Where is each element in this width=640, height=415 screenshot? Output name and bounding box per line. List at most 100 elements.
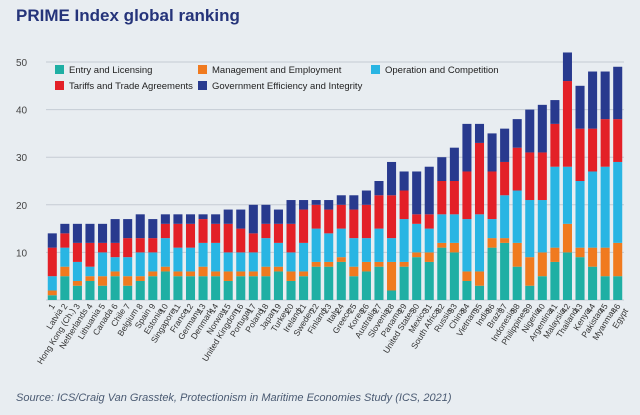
bar-segment-27-0 — [374, 266, 384, 300]
bar-segment-11-3 — [173, 223, 183, 248]
bar-segment-24-4 — [336, 195, 346, 205]
bar-segment-28-0 — [387, 290, 397, 300]
bar-segment-13-0 — [198, 276, 208, 300]
bar-segment-23-3 — [324, 209, 334, 234]
bar-segment-34-2 — [462, 219, 472, 272]
bar-segment-30-1 — [412, 252, 422, 258]
bar-segment-18-3 — [261, 223, 271, 239]
bar-segment-19-1 — [273, 266, 283, 272]
bar-segment-6-2 — [110, 257, 120, 272]
bar-segment-38-0 — [512, 266, 522, 300]
bar-segment-23-4 — [324, 200, 334, 210]
bar-segment-3-2 — [72, 261, 82, 281]
bar-segment-15-1 — [223, 271, 233, 281]
bar-segment-20-3 — [286, 223, 296, 253]
bar-segment-34-0 — [462, 280, 472, 300]
bar-segment-11-0 — [173, 276, 183, 300]
bar-segment-36-3 — [487, 171, 497, 220]
bar-segment-22-1 — [311, 261, 321, 267]
bar-segment-7-2 — [123, 257, 133, 277]
bar-segment-26-0 — [361, 271, 371, 300]
bar-segment-26-4 — [361, 190, 371, 205]
bar-segment-27-1 — [374, 261, 384, 267]
bar-segment-1-4 — [47, 233, 57, 248]
bar-segment-17-0 — [248, 276, 258, 300]
bar-segment-19-2 — [273, 242, 283, 267]
bar-segment-24-1 — [336, 257, 346, 262]
bar-segment-12-4 — [185, 214, 196, 224]
bar-segment-29-0 — [399, 266, 409, 300]
bar-segment-7-0 — [123, 285, 133, 300]
legend-swatch-0 — [55, 65, 64, 74]
bar-segment-19-0 — [273, 271, 283, 300]
bar-segment-29-4 — [399, 171, 409, 191]
legend-label-0: Entry and Licensing — [69, 65, 152, 76]
bar-segment-32-3 — [437, 181, 447, 215]
bar-segment-6-4 — [110, 219, 120, 243]
bar-segment-42-2 — [562, 166, 572, 224]
bar-segment-21-1 — [299, 271, 309, 277]
y-tick-label: 10 — [16, 248, 28, 259]
bar-segment-46-1 — [613, 242, 623, 277]
bar-segment-33-0 — [449, 252, 459, 300]
bar-segment-18-1 — [261, 266, 271, 277]
bar-segment-46-4 — [613, 66, 623, 120]
bar-segment-22-4 — [311, 200, 321, 205]
bar-segment-35-0 — [474, 285, 485, 300]
bar-segment-22-3 — [311, 204, 321, 229]
bar-segment-20-0 — [286, 280, 296, 300]
rank-number: 9 — [147, 302, 158, 312]
bar-segment-34-1 — [462, 271, 472, 281]
bar-segment-42-0 — [562, 252, 572, 300]
bar-segment-35-4 — [474, 123, 485, 143]
bar-segment-31-2 — [424, 228, 434, 253]
bar-segment-34-4 — [462, 123, 472, 172]
bar-segment-10-1 — [160, 266, 170, 272]
bar-segment-31-3 — [424, 214, 434, 229]
bar-segment-42-3 — [562, 81, 572, 167]
bar-segment-10-3 — [160, 223, 170, 239]
bar-segment-22-2 — [311, 228, 321, 262]
bar-segment-15-4 — [223, 209, 233, 224]
bar-segment-40-2 — [537, 200, 547, 253]
bar-segment-45-1 — [600, 247, 610, 277]
bar-segment-14-4 — [211, 214, 221, 224]
bar-segment-8-4 — [135, 214, 145, 239]
bar-segment-15-2 — [223, 252, 233, 272]
bar-segment-43-1 — [575, 247, 585, 258]
bar-segment-12-2 — [185, 247, 196, 272]
y-tick-label: 40 — [16, 106, 28, 117]
bar-segment-9-1 — [148, 271, 158, 277]
bar-segment-40-3 — [537, 152, 547, 201]
bar-segment-24-3 — [336, 204, 346, 229]
bar-segment-44-4 — [588, 71, 598, 129]
bar-segment-16-2 — [236, 252, 246, 272]
bar-segment-33-4 — [449, 147, 459, 181]
bar-segment-39-1 — [525, 257, 535, 286]
bar-segment-1-0 — [47, 295, 57, 300]
bar-segment-28-1 — [387, 261, 397, 291]
legend-swatch-2 — [371, 65, 380, 74]
bar-segment-46-3 — [613, 119, 623, 162]
bar-segment-19-4 — [273, 209, 283, 224]
bar-segment-16-3 — [236, 228, 246, 253]
bar-segment-37-1 — [500, 238, 510, 243]
bar-segment-21-3 — [299, 209, 309, 243]
bar-segment-25-3 — [349, 209, 359, 239]
bar-segment-15-0 — [223, 280, 233, 300]
bar-segment-37-4 — [500, 128, 510, 162]
bar-segment-41-4 — [550, 100, 560, 124]
bar-segment-41-0 — [550, 261, 560, 300]
rank-number: 5 — [96, 302, 107, 312]
bar-segment-43-3 — [575, 128, 585, 181]
bar-segment-9-0 — [148, 276, 158, 300]
bar-segment-45-2 — [600, 166, 610, 248]
rank-number: 2 — [59, 302, 70, 312]
bar-segment-9-2 — [148, 252, 158, 272]
bar-segment-13-3 — [198, 219, 208, 243]
bar-segment-46-0 — [613, 276, 623, 300]
bar-segment-6-1 — [110, 271, 120, 277]
bar-segment-21-2 — [299, 242, 309, 272]
